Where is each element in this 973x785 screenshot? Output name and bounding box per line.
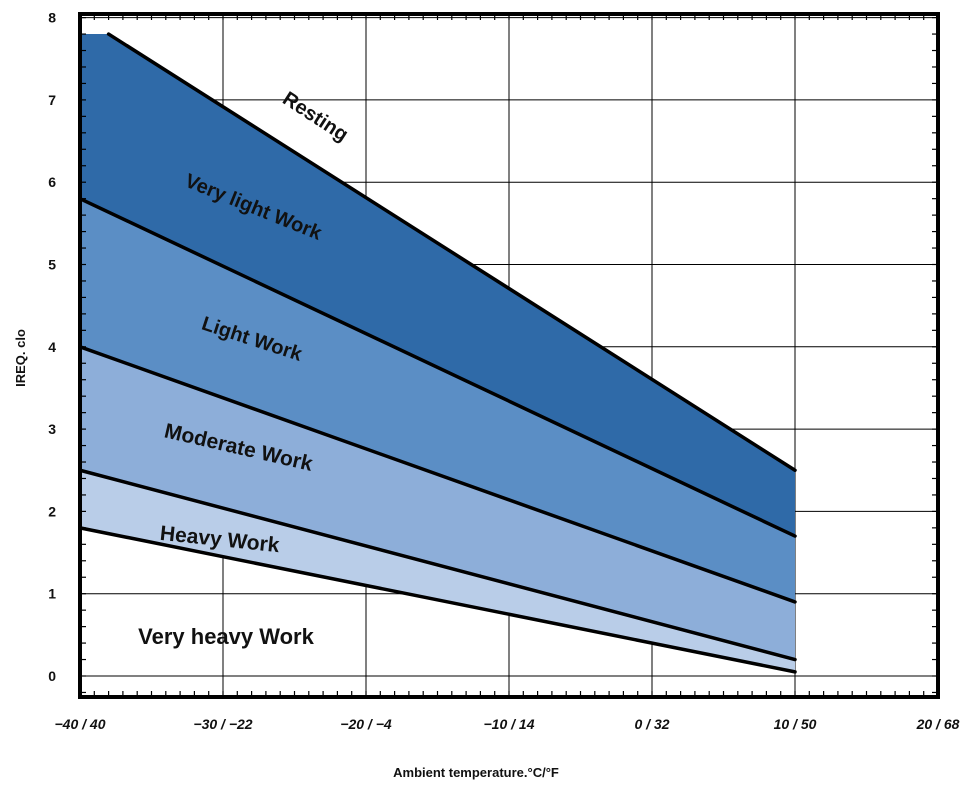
x-tick-label: −30 / −22 xyxy=(193,716,252,732)
x-tick-label: −20 / −4 xyxy=(340,716,392,732)
band-heavy-work xyxy=(80,470,795,672)
x-axis-title: Ambient temperature.°C/°F xyxy=(393,765,559,780)
band-light-work xyxy=(80,198,795,602)
line-heavy-work xyxy=(78,526,797,674)
line-very-light-work xyxy=(78,196,797,538)
y-tick-label: 5 xyxy=(48,257,56,273)
y-tick-label: 0 xyxy=(48,668,56,684)
x-tick-label: −10 / 14 xyxy=(484,716,535,732)
y-tick-label: 3 xyxy=(48,421,56,437)
line-resting xyxy=(106,32,797,472)
line-moderate-work xyxy=(78,468,797,662)
band-very-light-work xyxy=(80,34,795,537)
x-tick-label: 20 / 68 xyxy=(916,716,960,732)
x-tick-label: 10 / 50 xyxy=(774,716,817,732)
y-tick-label: 2 xyxy=(48,503,56,519)
band-moderate-work xyxy=(80,346,795,660)
line-light-work xyxy=(78,345,797,604)
y-tick-label: 6 xyxy=(48,174,56,190)
y-tick-label: 8 xyxy=(48,10,56,26)
y-tick-label: 4 xyxy=(48,339,56,355)
label-very-heavy-work: Very heavy Work xyxy=(138,624,314,649)
y-tick-label: 1 xyxy=(48,586,56,602)
x-tick-label: 0 / 32 xyxy=(634,716,669,732)
y-tick-label: 7 xyxy=(48,92,56,108)
x-tick-label: −40 / 40 xyxy=(55,716,106,732)
y-axis-title: IREQ. clo xyxy=(13,329,28,387)
